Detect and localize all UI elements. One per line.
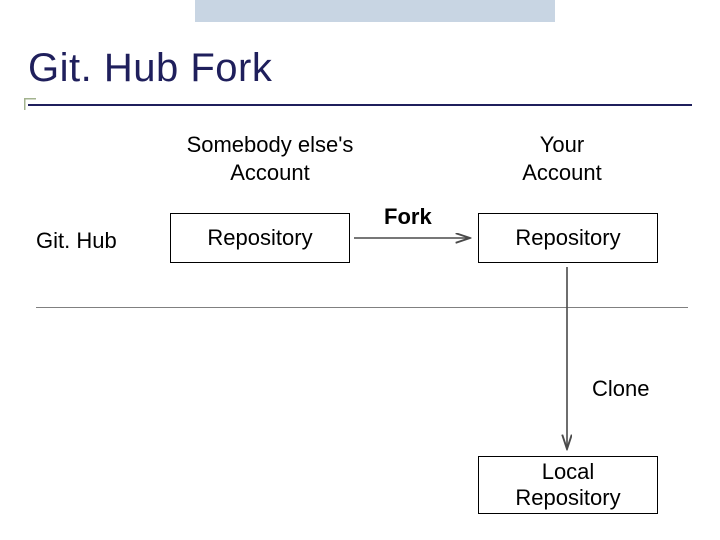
column-header-right-line1: Your (540, 132, 584, 157)
edge-label-clone: Clone (592, 376, 649, 402)
node-repo-left-label: Repository (207, 225, 312, 251)
node-repo-left: Repository (170, 213, 350, 263)
corner-accent-icon (24, 98, 36, 110)
column-header-left: Somebody else's Account (165, 131, 375, 186)
slide-title: Git. Hub Fork (28, 46, 272, 91)
column-header-right-line2: Account (522, 160, 602, 185)
node-local-repo-line2: Repository (515, 485, 620, 510)
github-row-label: Git. Hub (36, 228, 117, 254)
column-header-left-line1: Somebody else's (187, 132, 354, 157)
title-underline (28, 104, 692, 106)
slide: Git. Hub Fork Somebody else's Account Yo… (0, 0, 720, 540)
node-local-repo-line1: Local (542, 459, 595, 484)
horizontal-divider (36, 307, 688, 308)
node-local-repo: Local Repository (478, 456, 658, 514)
arrow-fork (352, 231, 476, 245)
node-repo-right: Repository (478, 213, 658, 263)
node-repo-right-label: Repository (515, 225, 620, 251)
arrow-clone (560, 265, 574, 455)
title-topbar (195, 0, 555, 22)
column-header-right: Your Account (472, 131, 652, 186)
column-header-left-line2: Account (230, 160, 310, 185)
edge-label-fork: Fork (384, 204, 432, 230)
